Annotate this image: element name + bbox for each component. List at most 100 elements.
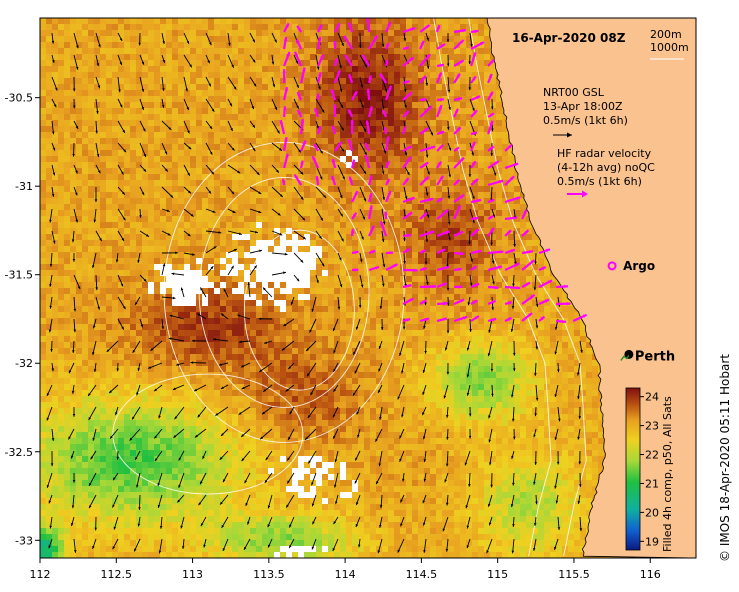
gsl-arrow bbox=[249, 164, 260, 176]
hf-arrow bbox=[419, 267, 427, 272]
gsl-arrow bbox=[332, 406, 339, 418]
gsl-arrow bbox=[359, 76, 364, 88]
gsl-arrow bbox=[533, 428, 537, 438]
gsl-arrow bbox=[95, 274, 98, 291]
hf-arrow bbox=[402, 56, 415, 67]
gsl-arrow bbox=[136, 472, 141, 488]
hf-arrow bbox=[470, 52, 477, 67]
hf-arrow bbox=[453, 230, 464, 237]
gsl-arrow bbox=[161, 186, 174, 199]
gsl-arrow bbox=[249, 32, 256, 43]
river-icon bbox=[620, 355, 630, 361]
gsl-arrow bbox=[535, 494, 538, 505]
gsl-arrow bbox=[205, 98, 215, 112]
hf-arrow bbox=[419, 127, 430, 135]
gsl-arrow bbox=[95, 32, 101, 48]
hf-legend-line-1: HF radar velocity bbox=[557, 147, 652, 160]
hf-arrow bbox=[419, 105, 433, 118]
gsl-arrow bbox=[425, 76, 429, 86]
hf-arrow bbox=[470, 178, 479, 186]
gsl-arrow bbox=[534, 252, 537, 265]
gsl-arrow bbox=[227, 76, 237, 90]
gsl-arrow bbox=[577, 494, 581, 505]
gsl-legend: NRT00 GSL 13-Apr 18:00Z 0.5m/s (1kt 6h) bbox=[543, 86, 628, 138]
hf-arrow bbox=[436, 248, 446, 254]
gsl-arrow bbox=[46, 384, 53, 397]
gsl-arrow bbox=[161, 230, 171, 236]
hf-arrow bbox=[402, 233, 412, 238]
hf-arrow bbox=[402, 46, 410, 51]
gsl-arrow bbox=[421, 406, 427, 416]
hf-arrow bbox=[348, 22, 354, 33]
gsl-arrow bbox=[237, 314, 251, 320]
gsl-arrow bbox=[153, 384, 163, 392]
gsl-arrow bbox=[161, 164, 169, 172]
gsl-arrow bbox=[271, 120, 280, 134]
gsl-arrow bbox=[289, 406, 295, 415]
gsl-arrow bbox=[335, 494, 339, 505]
gsl-arrow bbox=[423, 318, 427, 330]
gsl-arrow bbox=[378, 362, 383, 372]
gsl-arrow bbox=[381, 274, 385, 287]
city-label: Perth bbox=[635, 349, 675, 364]
gsl-arrow bbox=[267, 494, 273, 509]
gsl-arrow bbox=[46, 406, 53, 421]
gsl-arrow bbox=[161, 251, 178, 255]
gsl-arrow bbox=[468, 472, 471, 487]
gsl-arrow bbox=[468, 54, 472, 65]
hf-arrow bbox=[487, 250, 504, 255]
gsl-arrow bbox=[381, 164, 385, 175]
gsl-arrow bbox=[92, 340, 97, 356]
gsl-arrow bbox=[51, 54, 55, 64]
gsl-arrow bbox=[447, 186, 451, 199]
hf-arrow bbox=[317, 72, 322, 84]
gsl-arrow bbox=[337, 32, 345, 47]
gsl-arrow bbox=[352, 384, 361, 396]
gsl-arrow bbox=[578, 472, 582, 488]
gsl-arrow bbox=[579, 340, 583, 353]
gsl-arrow bbox=[138, 32, 141, 46]
gsl-arrow bbox=[205, 76, 212, 87]
gsl-arrow bbox=[359, 186, 367, 202]
gsl-arrow bbox=[112, 494, 119, 508]
gsl-arrow bbox=[379, 494, 383, 509]
gsl-arrow bbox=[249, 186, 262, 195]
hf-arrow bbox=[572, 313, 588, 323]
hf-arrow bbox=[419, 299, 427, 305]
gsl-arrow bbox=[554, 384, 559, 398]
gsl-arrow bbox=[112, 538, 119, 550]
gsl-arrow bbox=[161, 120, 172, 131]
gsl-arrow bbox=[178, 472, 185, 488]
gsl-arrow bbox=[191, 339, 207, 343]
hf-arrow bbox=[453, 28, 467, 34]
gsl-arrow bbox=[401, 362, 405, 374]
gsl-arrow bbox=[535, 318, 539, 329]
hf-arrow bbox=[521, 312, 533, 322]
hf-arrow bbox=[487, 112, 495, 118]
hf-arrow bbox=[419, 24, 431, 33]
gsl-arrow bbox=[183, 98, 190, 111]
gsl-arrow bbox=[240, 428, 251, 438]
gsl-arrow bbox=[183, 54, 193, 68]
gsl-arrow bbox=[51, 76, 58, 91]
gsl-arrow bbox=[92, 538, 97, 550]
gsl-arrow bbox=[315, 76, 321, 90]
hf-arrow bbox=[296, 109, 303, 118]
gsl-arrow bbox=[293, 98, 300, 109]
gsl-arrow bbox=[227, 248, 238, 254]
gsl-arrow bbox=[50, 340, 53, 352]
hf-arrow bbox=[470, 282, 480, 289]
gsl-arrow bbox=[247, 516, 251, 525]
hf-arrow bbox=[487, 120, 494, 135]
gsl-arrow bbox=[400, 516, 405, 527]
gsl-arrow bbox=[183, 230, 191, 237]
gsl-arrow bbox=[171, 272, 185, 276]
gsl-arrow bbox=[511, 538, 515, 554]
gsl-arrow bbox=[243, 538, 251, 551]
gsl-arrow bbox=[51, 362, 55, 372]
gsl-arrow bbox=[333, 516, 339, 525]
hf-arrow bbox=[311, 155, 320, 169]
gsl-arrow bbox=[511, 384, 515, 398]
hf-arrow bbox=[521, 229, 530, 237]
